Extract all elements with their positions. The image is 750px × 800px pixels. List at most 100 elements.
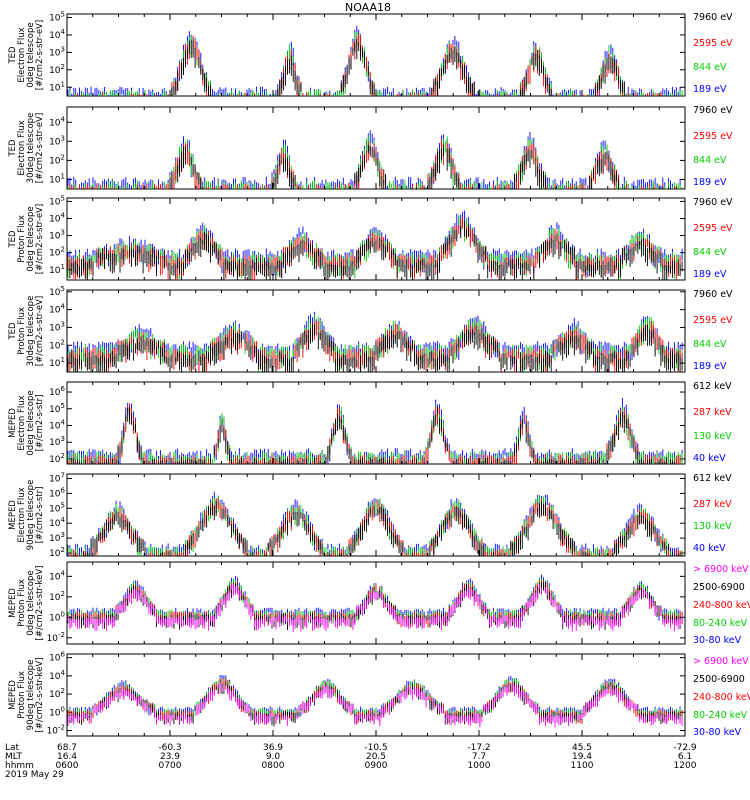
y-axis-label: TEDElectron Flux0deg telescope[#/cm2-s-s… [8, 20, 45, 90]
legend-entry: 2595 eV [693, 315, 733, 326]
panel-7: 10-2 100 102 104 MEPEDProton Flux0deg telesc… [8, 561, 750, 646]
legend-entry: 40 keV [693, 453, 726, 464]
y-tick-label: 104 [49, 303, 65, 316]
legend-entry: 7960 eV [693, 105, 733, 116]
y-axis-label: MEPEDProton Flux90deg telescope[#/cm2-s-… [8, 658, 45, 733]
series-trace [67, 583, 683, 633]
legend-entry: 844 eV [693, 247, 727, 258]
x-hhmm-label: 1100 [571, 761, 594, 771]
legend-entry: 2595 eV [693, 223, 733, 234]
y-tick-label: 100 [49, 705, 65, 718]
y-tick-label: 102 [49, 63, 65, 76]
y-tick-label: 101 [49, 172, 65, 185]
y-tick-label: 105 [49, 194, 65, 207]
y-axis-label: TEDProton Flux30deg telescope[#/cm2-s-st… [8, 296, 45, 367]
series-trace [142, 38, 625, 96]
y-tick-label: 102 [49, 590, 65, 603]
y-tick-label: 10-2 [47, 631, 65, 644]
x-row-label: MLT [5, 752, 23, 762]
y-tick-label: 103 [49, 435, 65, 448]
y-tick-label: 103 [49, 229, 65, 242]
x-hhmm-label: 1200 [674, 761, 697, 771]
y-axis-label: MEPEDElectron Flux0deg telescope[#/cm2-s… [8, 390, 45, 455]
series-trace [67, 491, 683, 556]
legend-entry: 30-80 keV [693, 727, 742, 738]
legend-entry: 130 keV [693, 431, 732, 442]
y-tick-label: 104 [49, 569, 65, 582]
panel-5: 102 103 104 105 106 MEPEDElectron Flux0deg te… [8, 381, 732, 465]
series-844-ev [69, 32, 683, 96]
y-axis-label: MEPEDProton Flux0deg telescope[#/cm2-s-s… [8, 566, 45, 641]
series-trace [73, 33, 683, 96]
series-trace [67, 682, 683, 728]
legend-entry: 189 eV [693, 84, 727, 95]
series-40-kev [67, 491, 683, 556]
panels-group: 101 102 103 104 105 TEDElectron Flux0deg tele… [8, 10, 750, 738]
legend-entry: 40 keV [693, 543, 726, 554]
y-tick-label: 10-2 [47, 724, 65, 737]
legend-entry: > 6900 keV [693, 564, 749, 575]
x-hhmm-label: 0700 [159, 761, 182, 771]
x-mlt-label: 6.1 [678, 752, 692, 762]
legend-entry: 2595 eV [693, 131, 733, 142]
series-7960-ev [69, 221, 683, 280]
legend-entry: 844 eV [693, 339, 727, 350]
x-row-label: Lat [5, 743, 20, 753]
legend-entry: 844 eV [693, 155, 727, 166]
series-7960-ev [67, 323, 683, 372]
legend-entry: 189 eV [693, 361, 727, 372]
y-tick-label: 105 [49, 10, 65, 23]
x-lat-label: -72.9 [673, 743, 697, 753]
series-trace [69, 32, 683, 96]
legend-entry: 7960 eV [693, 197, 733, 208]
panel-frame [66, 561, 686, 645]
y-tick-label: 104 [49, 419, 65, 432]
y-tick-label: 103 [49, 45, 65, 58]
x-lat-label: 36.9 [263, 743, 283, 753]
series-trace [67, 323, 683, 372]
panel-8: 10-2 100 102 104 106 MEPEDProton Flux90deg te… [8, 651, 750, 738]
x-mlt-label: 19.4 [572, 752, 592, 762]
series-trace [73, 501, 683, 556]
y-tick-label: 103 [49, 320, 65, 333]
y-tick-label: 102 [49, 338, 65, 351]
x-row-label: 2019 May 29 [5, 770, 64, 780]
y-tick-label: 104 [49, 669, 65, 682]
panel-4: 101 102 103 104 105 TEDProton Flux30deg teles… [8, 285, 733, 373]
y-tick-label: 107 [49, 471, 65, 484]
legend-entry: 130 keV [693, 521, 732, 532]
panel-3: 101 102 103 104 105 TEDProton Flux0deg telesc… [8, 194, 733, 281]
series-trace [69, 221, 683, 280]
legend-entry: 7960 eV [693, 12, 733, 23]
x-mlt-label: 16.4 [57, 752, 77, 762]
legend-entry: 2595 eV [693, 38, 733, 49]
legend-entry: 240-800 keV [693, 692, 750, 703]
series-287-kev [69, 498, 683, 556]
y-tick-label: 100 [49, 610, 65, 623]
y-tick-label: 104 [49, 115, 65, 128]
legend-entry: 2500-6900 [693, 582, 745, 593]
x-lat-label: 45.5 [572, 743, 592, 753]
series--6900-kev [67, 682, 683, 728]
x-lat-label: -60.3 [158, 743, 181, 753]
y-axis-label: TEDProton Flux0deg telescope[#/cm2-s-str… [8, 204, 45, 274]
y-tick-label: 103 [49, 531, 65, 544]
series-trace [67, 25, 683, 96]
x-lat-label: -17.2 [467, 743, 490, 753]
y-tick-label: 102 [49, 546, 65, 559]
series-612-kev [73, 501, 683, 556]
y-tick-label: 102 [49, 153, 65, 166]
legend-entry: 189 eV [693, 177, 727, 188]
x-lat-label: 68.7 [57, 743, 77, 753]
panel-frame [66, 653, 686, 737]
legend-entry: 287 keV [693, 499, 732, 510]
legend-entry: 240-800 keV [693, 600, 750, 611]
y-tick-label: 102 [49, 452, 65, 465]
y-tick-label: 106 [49, 651, 65, 664]
y-tick-label: 104 [49, 516, 65, 529]
series-trace [69, 498, 683, 556]
y-tick-label: 105 [49, 501, 65, 514]
x-hhmm-label: 0900 [365, 761, 388, 771]
